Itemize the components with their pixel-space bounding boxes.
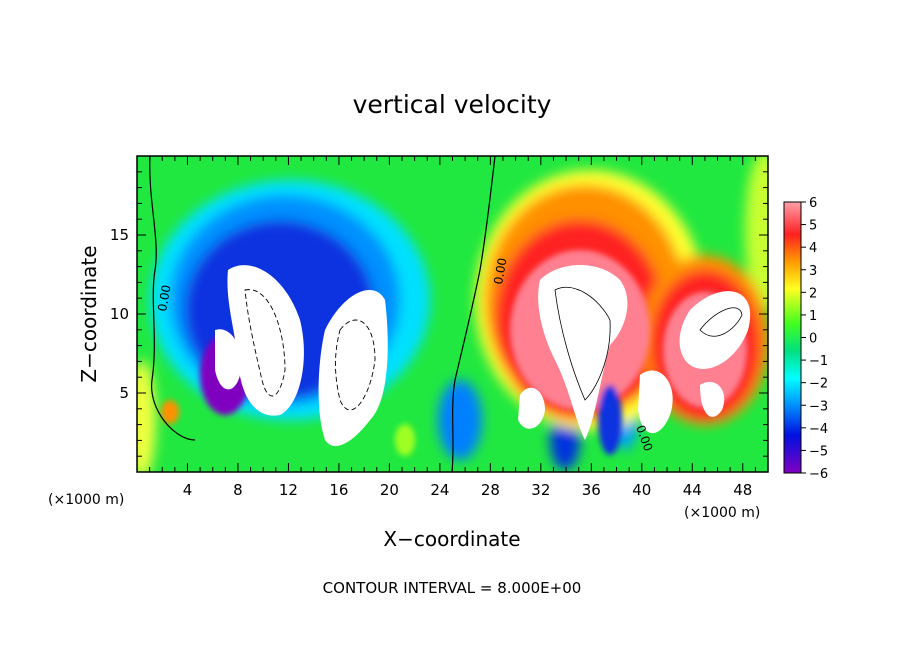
colorbar-label: −1: [809, 354, 828, 369]
colorbar-gradient: [783, 201, 802, 474]
colorbar-labels: 6 5 4 3 2 1 0 −1 −2 −3 −4 −5 −6: [801, 196, 828, 482]
colorbar-label: 3: [809, 264, 817, 279]
colorbar-label: −6: [809, 467, 828, 482]
x-tick-label: 28: [481, 481, 500, 499]
x-tick-label: 20: [380, 481, 399, 499]
heatmap-field: [137, 156, 768, 472]
x-axis: 4 8 12 16 20 24 28 32 36 40 44 48: [136, 156, 769, 499]
colorbar-label: −3: [809, 399, 828, 414]
x-unit-left: (×1000 m): [48, 492, 124, 508]
colorbar-label: 4: [809, 241, 817, 256]
colorbar-label: 6: [809, 196, 817, 211]
x-tick-label: 48: [733, 481, 752, 499]
y-tick-label: 5: [119, 384, 129, 402]
x-tick-label: 36: [582, 481, 601, 499]
colorbar: 6 5 4 3 2 1 0 −1 −2 −3 −4 −5 −6: [783, 196, 828, 482]
x-tick-label: 44: [683, 481, 702, 499]
x-tick-label: 16: [329, 481, 348, 499]
x-tick-label: 32: [531, 481, 550, 499]
colorbar-label: 5: [809, 219, 817, 234]
colorbar-label: −5: [809, 444, 828, 459]
contour-label: 0.00: [491, 257, 509, 286]
x-tick-label: 4: [183, 481, 193, 499]
colorbar-label: 1: [809, 309, 817, 324]
x-tick-label: 24: [430, 481, 449, 499]
y-axis: 5 10 15: [110, 155, 768, 473]
x-axis-label: X−coordinate: [383, 527, 520, 551]
colorbar-label: −4: [809, 422, 828, 437]
x-tick-label: 40: [632, 481, 651, 499]
colorbar-label: 0: [809, 332, 817, 347]
contour-interval-note: CONTOUR INTERVAL = 8.000E+00: [323, 579, 582, 597]
x-unit-right: (×1000 m): [684, 505, 760, 521]
colorbar-label: 2: [809, 286, 817, 301]
colorbar-label: −2: [809, 377, 828, 392]
y-axis-label: Z−coordinate: [77, 245, 101, 382]
x-tick-label: 8: [233, 481, 243, 499]
y-tick-label: 15: [110, 226, 129, 244]
chart-title: vertical velocity: [353, 90, 552, 119]
x-tick-label: 12: [279, 481, 298, 499]
y-tick-label: 10: [110, 305, 129, 323]
contour-label: 0.00: [155, 284, 173, 313]
